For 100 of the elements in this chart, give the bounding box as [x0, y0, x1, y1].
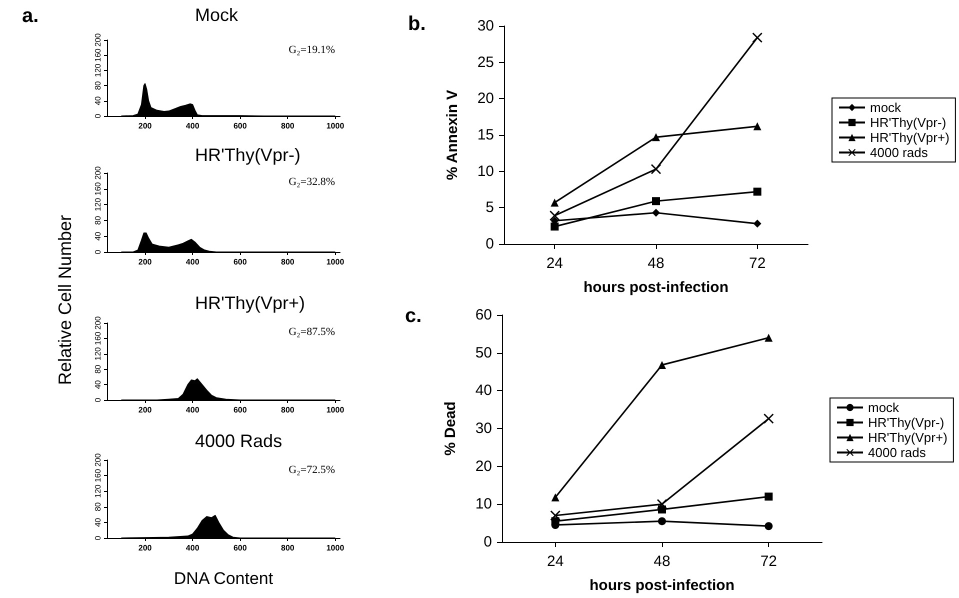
- y-tick-label: 80: [94, 364, 102, 374]
- y-tick-label: 120: [94, 63, 102, 78]
- x-tick-label: 600: [233, 122, 248, 130]
- y-tick-label: 200: [94, 316, 102, 330]
- x-tick-label: 800: [281, 122, 295, 130]
- x-axis-title: hours post-infection: [590, 577, 734, 594]
- y-tick-label: 40: [94, 96, 102, 106]
- point: [651, 164, 661, 174]
- chart-title: Mock: [194, 5, 239, 25]
- x-tick-label: 800: [281, 258, 295, 266]
- annotation: G₂=19.1%: [288, 44, 335, 56]
- legend-label: 4000 rads: [870, 145, 928, 160]
- x-tick-label: 800: [281, 544, 295, 552]
- point: [550, 222, 559, 231]
- point: [550, 210, 560, 221]
- y-tick-label: 0: [94, 113, 102, 118]
- point: [764, 522, 773, 530]
- legend-label: HR'Thy(Vpr-): [870, 115, 946, 130]
- annotation: G₂=32.8%: [288, 176, 335, 188]
- x-tick-label: 400: [186, 544, 200, 552]
- y-tick-label: 30: [477, 18, 494, 34]
- annotation: G₂=87.5%: [288, 326, 335, 338]
- x-tick-label: 600: [233, 544, 248, 552]
- y-tick-label: 160: [94, 468, 102, 482]
- y-tick-label: 5: [486, 199, 494, 216]
- point: [551, 493, 560, 502]
- y-axis-title: % Annexin V: [444, 90, 461, 180]
- point: [658, 517, 666, 526]
- x-tick-label: 72: [748, 255, 766, 272]
- y-tick-label: 10: [477, 162, 494, 180]
- point: [652, 133, 660, 142]
- y-tick-label: 40: [94, 231, 102, 241]
- y-tick-label: 80: [94, 215, 102, 225]
- y-tick-label: 120: [94, 346, 102, 360]
- y-tick-label: 0: [94, 397, 102, 402]
- legend-label: HR'Thy(Vpr+): [870, 130, 950, 145]
- annotation: G₂=72.5%: [288, 464, 335, 476]
- x-tick-label: 600: [233, 406, 248, 414]
- x-tick-label: 1000: [326, 544, 345, 552]
- y-tick-label: 200: [94, 452, 102, 467]
- point: [550, 198, 559, 207]
- y-tick-label: 25: [477, 54, 494, 71]
- y-tick-label: 10: [475, 496, 492, 513]
- y-tick-label: 160: [94, 48, 102, 62]
- y-axis-title: Relative Cell Number: [55, 214, 75, 386]
- text: a.: [22, 5, 39, 27]
- y-tick-label: 40: [94, 517, 102, 527]
- text: c.: [405, 305, 422, 327]
- x-tick-label: 400: [186, 406, 200, 414]
- y-tick-label: 20: [475, 458, 492, 475]
- chart-title: 4000 Rads: [194, 431, 282, 451]
- x-tick-label: 200: [138, 258, 152, 266]
- x-tick-label: 1000: [326, 406, 345, 414]
- point: [657, 499, 667, 510]
- y-tick-label: 120: [94, 197, 102, 212]
- legend-label: HR'Thy(Vpr+): [868, 430, 948, 445]
- x-tick-label: 72: [760, 553, 778, 570]
- x-tick-label: 24: [546, 255, 564, 272]
- point: [658, 360, 666, 369]
- y-tick-label: 30: [475, 420, 492, 437]
- y-tick-label: 40: [94, 380, 102, 390]
- point: [764, 492, 773, 501]
- y-tick-label: 160: [94, 331, 102, 346]
- legend-label: mock: [870, 100, 902, 115]
- chart-title: HR'Thy(Vpr-): [195, 145, 300, 165]
- x-tick-label: 200: [138, 122, 152, 130]
- x-tick-label: 200: [138, 544, 152, 552]
- x-tick-label: 800: [281, 406, 295, 414]
- point: [753, 220, 762, 228]
- y-tick-label: 0: [486, 236, 494, 252]
- y-tick-label: 0: [94, 535, 102, 540]
- y-tick-label: 15: [477, 126, 494, 144]
- x-axis-title: DNA Content: [174, 569, 274, 588]
- point: [652, 197, 660, 206]
- x-tick-label: 1000: [326, 258, 345, 266]
- point: [764, 414, 774, 424]
- x-tick-label: 24: [546, 553, 564, 570]
- point: [652, 208, 660, 217]
- y-tick-label: 200: [94, 166, 102, 180]
- y-tick-label: 0: [94, 249, 102, 254]
- x-tick-label: 200: [138, 406, 152, 414]
- x-tick-label: 1000: [326, 122, 345, 130]
- legend-label: HR'Thy(Vpr-): [868, 415, 944, 430]
- chart-title: HR'Thy(Vpr+): [195, 293, 305, 313]
- x-tick-label: 600: [233, 258, 248, 266]
- point: [753, 122, 762, 130]
- y-tick-label: 160: [94, 182, 102, 196]
- y-tick-label: 80: [94, 80, 102, 90]
- x-tick-label: 400: [186, 122, 200, 130]
- y-tick-label: 0: [484, 534, 492, 550]
- y-tick-label: 120: [94, 484, 102, 498]
- y-axis-title: % Dead: [442, 401, 459, 456]
- x-axis-title: hours post-infection: [584, 279, 728, 296]
- y-tick-label: 200: [94, 32, 102, 47]
- x-tick-label: 48: [654, 553, 670, 570]
- point: [764, 334, 773, 342]
- y-tick-label: 80: [94, 502, 102, 512]
- text: b.: [408, 13, 426, 35]
- x-tick-label: 400: [186, 258, 200, 266]
- y-tick-label: 20: [477, 90, 494, 108]
